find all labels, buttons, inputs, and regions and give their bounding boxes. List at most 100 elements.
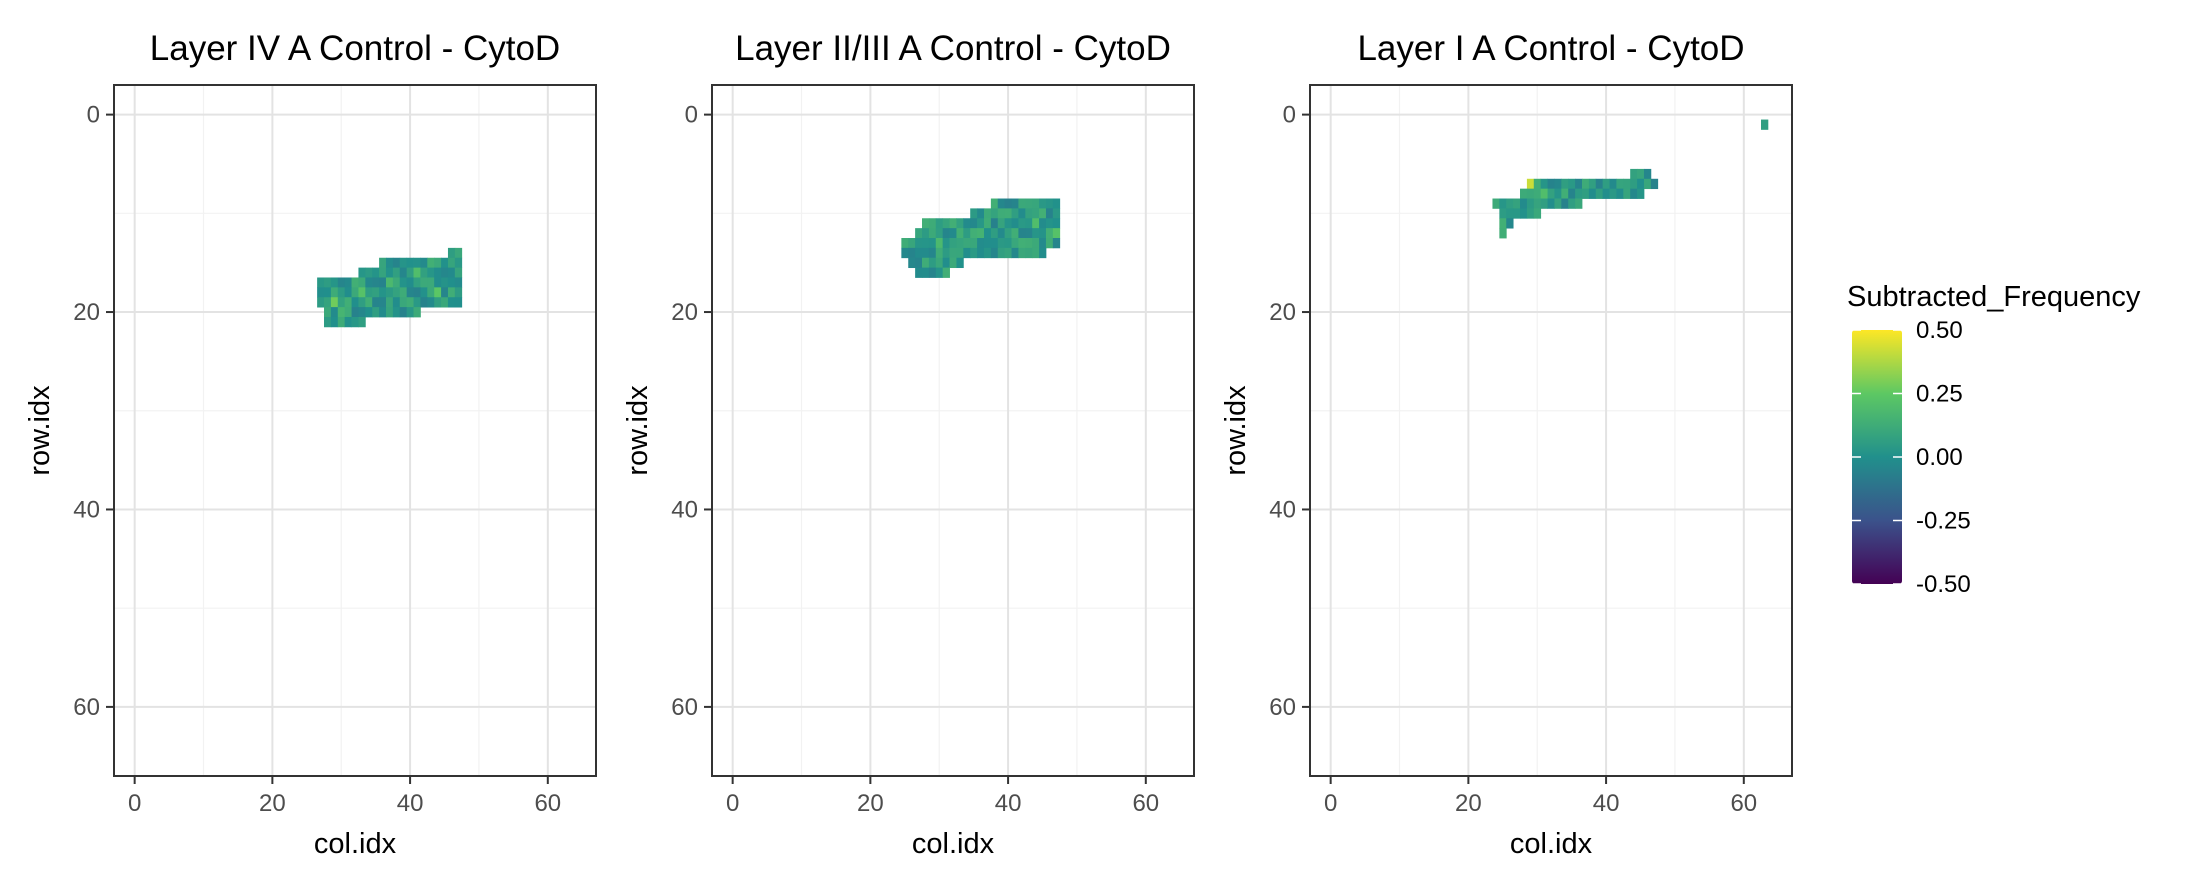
heatmap-cell [1052,198,1061,209]
heatmap-cell [317,287,325,298]
heatmap-cell [324,316,332,328]
heatmap-cell [970,228,978,239]
y-tick-label: 0 [685,102,698,129]
heatmap-cell [990,247,999,259]
heatmap-cell [922,218,930,229]
y-axis-title: row.idx [1220,385,1252,476]
heatmap-cell [1032,208,1040,219]
heatmap-cell [1547,198,1555,209]
heatmap-cell [1018,208,1026,219]
heatmap-cell [1575,198,1583,209]
heatmap-cell [1052,218,1061,229]
heatmap-cell [1045,198,1054,209]
heatmap-cell [385,277,394,288]
heatmap-cell [420,277,428,288]
heatmap-cell [928,247,937,259]
panels: 0 20 40 60 0 20 40 60 Layer IV A Control - CytoD… [24,29,1793,860]
heatmap-cell [983,208,992,219]
heatmap-cell [441,267,449,278]
heatmap-cell [1526,198,1535,209]
heatmap-cell [915,267,923,278]
heatmap-cell [1039,198,1047,209]
heatmap-cell [922,267,930,278]
heatmap-cell [963,247,971,259]
heatmap-cell [1609,178,1617,190]
y-tick-label: 20 [73,299,100,326]
heatmap-cell [1025,238,1033,249]
heatmap-cell [928,218,937,229]
heatmap-cell [1032,198,1040,209]
heatmap-cell [1025,228,1033,239]
heatmap-cell [956,218,964,229]
heatmap-cell [1540,188,1548,199]
heatmap-cell [427,267,435,278]
legend-labels: 0.50 0.25 0.00 -0.25 -0.50 [1916,317,1971,598]
heatmap-cell [330,307,339,318]
heatmap-cell [949,238,957,249]
legend-label: -0.25 [1916,508,1971,535]
heatmap-cell [1011,247,1019,259]
heatmap-cell [1650,178,1659,190]
heatmap-cell [392,277,401,288]
heatmap-cell [358,316,366,328]
heatmap-cell [915,228,923,239]
heatmap-cell [317,297,325,308]
heatmap-cell [1623,178,1631,190]
heatmap-cell [413,277,421,288]
heatmap-cell [365,277,373,288]
heatmap-cell [392,267,401,278]
heatmap-cell [1588,178,1597,190]
heatmap-cell [1630,168,1638,180]
heatmap-tiles [1492,119,1769,239]
y-axis-title: row.idx [622,385,654,476]
heatmap-cell [1533,208,1542,219]
heatmap-cell [413,267,421,278]
heatmap-cell [990,198,999,209]
y-tick-label: 0 [1283,102,1296,129]
heatmap-cell [365,307,373,318]
heatmap-cell [351,307,359,318]
heatmap-cell [928,238,937,249]
heatmap-cell [454,297,463,308]
heatmap-cell [1526,208,1535,219]
x-tick-label: 40 [1593,790,1620,817]
heatmap-cell [1568,198,1576,209]
heatmap-cell [942,228,950,239]
heatmap-cell [337,297,346,308]
heatmap-cell [935,257,944,269]
legend-label: 0.50 [1916,317,1963,344]
x-tick-label: 20 [857,790,884,817]
heatmap-cell [928,257,937,269]
heatmap-cell [441,287,449,298]
heatmap-cell [392,287,401,298]
heatmap-cell [983,218,992,229]
heatmap-cell [351,297,359,308]
heatmap-cell [454,277,463,288]
heatmap-cell [956,228,964,239]
heatmap-cell [427,287,435,298]
heatmap-cell [1045,208,1054,219]
heatmap-cell [1032,247,1040,259]
heatmap-cell [1039,208,1047,219]
x-tick-label: 40 [995,790,1022,817]
heatmap-cell [406,307,414,318]
heatmap-cell [434,297,442,308]
heatmap-cell [1520,188,1528,199]
y-tick-label: 40 [1269,496,1296,523]
heatmap-cell [317,277,325,288]
heatmap-cell [997,238,1006,249]
heatmap-cell [977,238,985,249]
legend-label: 0.00 [1916,444,1963,471]
panel-border [113,84,597,777]
heatmap-cell [928,267,937,278]
heatmap-cell [1045,228,1054,239]
panel-title: Layer IV A Control - CytoD [150,29,560,68]
heatmap-cell [1616,188,1624,199]
heatmap-cell [399,267,408,278]
heatmap-cell [406,277,414,288]
heatmap-cell [344,316,352,328]
heatmap-cell [1630,188,1638,199]
heatmap-cell [942,267,950,278]
heatmap-cell [922,247,930,259]
heatmap-cell [337,307,346,318]
